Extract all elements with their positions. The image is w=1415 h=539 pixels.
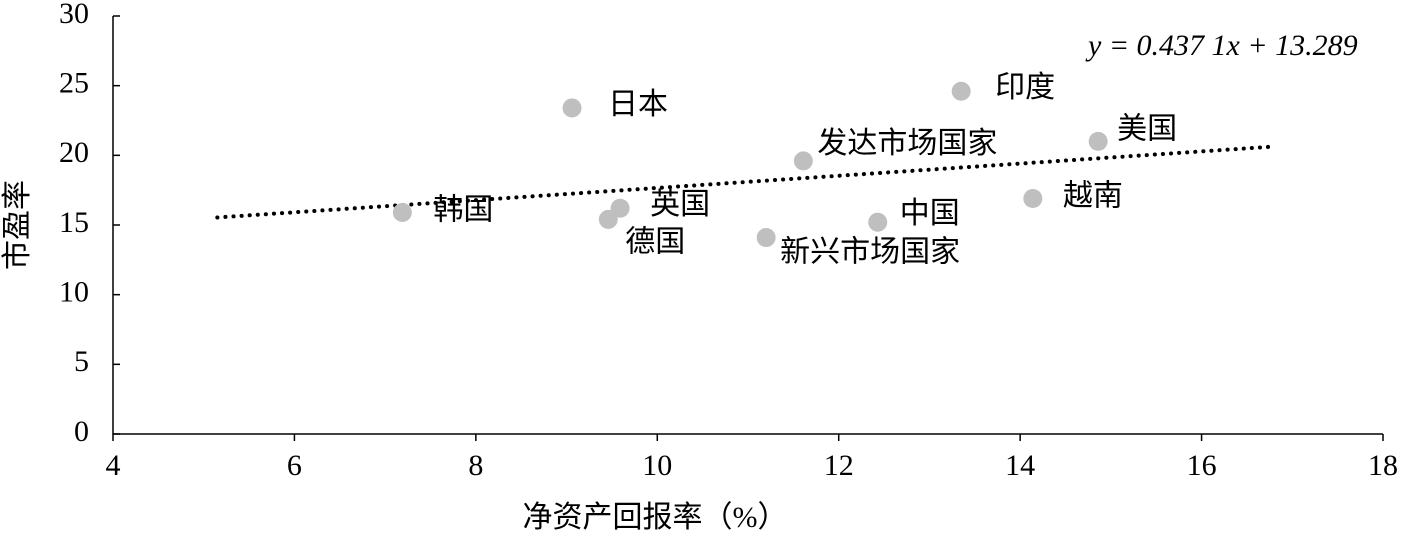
x-tick-label: 8 <box>468 449 483 482</box>
y-tick-label: 20 <box>59 136 89 169</box>
trendline <box>215 144 1272 220</box>
x-tick-label: 16 <box>1187 449 1217 482</box>
x-tick-label: 12 <box>824 449 854 482</box>
point <box>392 202 412 222</box>
point <box>951 81 971 101</box>
x-tick-label: 6 <box>287 449 302 482</box>
point-label: 韩国 <box>433 193 493 226</box>
point-label: 日本 <box>608 88 668 121</box>
y-tick-label: 30 <box>59 0 89 30</box>
point-label: 印度 <box>995 71 1055 104</box>
point <box>756 228 776 248</box>
point <box>868 212 888 232</box>
point-label: 美国 <box>1117 112 1177 145</box>
x-tick-label: 10 <box>642 449 672 482</box>
point <box>1088 131 1108 151</box>
y-tick-label: 10 <box>59 276 89 309</box>
x-axis-title: 净资产回报率（%） <box>523 501 788 534</box>
y-tick-label: 0 <box>74 415 89 448</box>
y-axis-title: 市盈率 <box>1 180 34 270</box>
x-tick-label: 4 <box>106 449 121 482</box>
point-label: 中国 <box>900 197 960 230</box>
point-label: 德国 <box>625 225 685 258</box>
point-label: 英国 <box>650 188 710 221</box>
point-label: 新兴市场国家 <box>780 235 960 268</box>
point <box>598 209 618 229</box>
point-label: 发达市场国家 <box>817 127 997 160</box>
y-tick-label: 15 <box>59 206 89 239</box>
point <box>610 198 630 218</box>
y-tick-label: 25 <box>59 67 89 100</box>
point-label: 越南 <box>1063 179 1123 212</box>
point <box>793 151 813 171</box>
y-tick-label: 5 <box>74 345 89 378</box>
trendline-label: y = 0.437 1x + 13.289 <box>1085 29 1358 62</box>
x-tick-label: 14 <box>1005 449 1035 482</box>
point <box>1023 189 1043 209</box>
x-tick-label: 18 <box>1368 449 1398 482</box>
point <box>562 98 582 118</box>
